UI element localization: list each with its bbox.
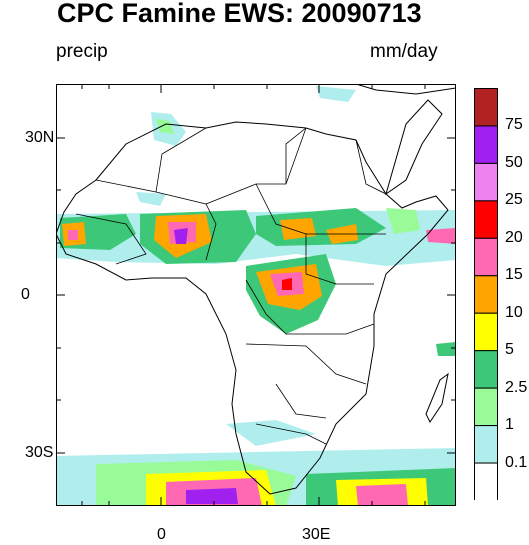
colorbar-box — [474, 462, 498, 500]
colorbar-box — [474, 125, 498, 164]
colorbar-box — [474, 162, 498, 202]
colorbar-level-label: 15 — [505, 266, 523, 284]
colorbar-level-label: 75 — [505, 116, 523, 134]
variable-label: precip — [56, 41, 108, 62]
colorbar-box — [474, 425, 498, 464]
colorbar-box — [474, 200, 498, 239]
lat-label-30s: 30S — [25, 444, 54, 461]
colorbar-box — [474, 275, 498, 314]
coastlines — [56, 84, 456, 495]
colorbar — [474, 88, 498, 500]
colorbar-box — [474, 237, 498, 277]
country-borders — [75, 127, 387, 445]
lon-label-0: 0 — [157, 526, 166, 543]
lat-label-30n: 30N — [25, 129, 55, 146]
colorbar-box — [474, 312, 498, 352]
colorbar-level-label: 5 — [505, 341, 514, 359]
colorbar-level-label: 0.1 — [505, 453, 528, 471]
colorbar-level-label: 20 — [505, 228, 523, 246]
precip-map — [56, 84, 456, 506]
lon-label-30e: 30E — [302, 526, 331, 543]
colorbar-level-label: 25 — [505, 191, 523, 209]
colorbar-box — [474, 350, 498, 389]
colorbar-box — [474, 387, 498, 427]
lat-label-0: 0 — [21, 286, 30, 303]
map-title: CPC Famine EWS: 20090713 — [57, 0, 422, 28]
colorbar-level-label: 50 — [505, 153, 523, 171]
colorbar-level-label: 2.5 — [505, 378, 528, 396]
colorbar-level-label: 10 — [505, 303, 523, 321]
axis-ticks — [56, 84, 456, 506]
units-label: mm/day — [370, 41, 438, 62]
colorbar-level-label: 1 — [505, 416, 514, 434]
colorbar-box — [474, 88, 498, 127]
